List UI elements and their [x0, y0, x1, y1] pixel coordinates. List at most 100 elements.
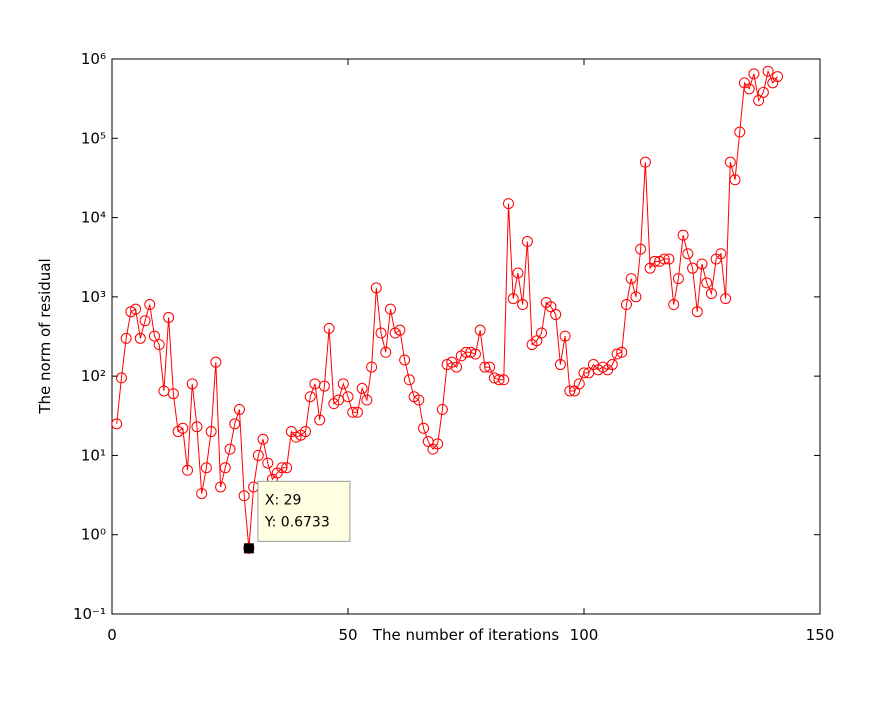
- data-point: [342, 391, 354, 403]
- data-point: [257, 433, 269, 445]
- data-point: [134, 332, 146, 344]
- y-tick-label: 10⁻¹: [73, 605, 106, 623]
- data-point: [115, 372, 127, 384]
- data-point: [276, 462, 288, 474]
- datatip-marker: [243, 543, 254, 554]
- data-point: [521, 235, 533, 247]
- data-point: [554, 359, 566, 371]
- data-point: [743, 83, 755, 95]
- data-point: [507, 293, 519, 305]
- data-point: [469, 348, 481, 360]
- data-point: [639, 156, 651, 168]
- data-point: [186, 378, 198, 390]
- data-point: [300, 426, 312, 438]
- data-point: [418, 422, 430, 434]
- data-point: [233, 403, 245, 415]
- data-point: [333, 394, 345, 406]
- data-point: [715, 248, 727, 260]
- data-point: [536, 327, 548, 339]
- data-point: [517, 299, 529, 311]
- data-point: [375, 327, 387, 339]
- datatip-box: [257, 480, 351, 542]
- data-point: [347, 406, 359, 418]
- data-point: [512, 267, 524, 279]
- data-point: [772, 71, 784, 83]
- data-point: [139, 315, 151, 327]
- data-point: [432, 438, 444, 450]
- data-point: [701, 277, 713, 289]
- data-point: [696, 258, 708, 270]
- data-point: [224, 443, 236, 455]
- datatip-x: X: 29: [265, 492, 302, 508]
- data-point: [318, 380, 330, 392]
- y-tick-label: 10³: [81, 288, 106, 306]
- data-point: [729, 174, 741, 186]
- data-point: [215, 481, 227, 493]
- data-point: [498, 374, 510, 386]
- y-tick-label: 10⁰: [81, 526, 106, 544]
- data-point: [163, 311, 175, 323]
- data-point: [663, 253, 675, 265]
- data-point: [658, 253, 670, 265]
- data-point: [238, 490, 250, 502]
- data-point: [625, 273, 637, 285]
- data-point: [399, 354, 411, 366]
- data-point: [111, 418, 123, 430]
- data-point: [474, 324, 486, 336]
- data-point: [753, 94, 765, 106]
- data-point: [720, 293, 732, 305]
- data-point: [559, 330, 571, 342]
- data-point: [748, 68, 760, 80]
- data-point: [635, 243, 647, 255]
- data-point: [616, 346, 628, 358]
- data-point: [252, 449, 264, 461]
- y-tick-label: 10⁶: [81, 50, 106, 68]
- data-point: [691, 306, 703, 318]
- data-point: [762, 65, 774, 77]
- data-point: [130, 303, 142, 315]
- data-point: [493, 374, 505, 386]
- data-point: [177, 422, 189, 434]
- data-point: [394, 324, 406, 336]
- data-point: [677, 229, 689, 241]
- y-tick-label: 10¹: [81, 446, 106, 464]
- data-point: [191, 421, 203, 433]
- y-axis-label: The norm of residual: [36, 258, 54, 414]
- data-point: [682, 248, 694, 260]
- data-point: [672, 273, 684, 285]
- data-point: [465, 346, 477, 358]
- data-point: [304, 391, 316, 403]
- data-point: [290, 431, 302, 443]
- data-point: [724, 156, 736, 168]
- data-point: [370, 282, 382, 294]
- data-point: [578, 367, 590, 379]
- data-point: [366, 361, 378, 373]
- data-point: [167, 388, 179, 400]
- data-point: [337, 378, 349, 390]
- y-tick-label: 10²: [81, 367, 106, 385]
- data-point: [550, 308, 562, 320]
- data-point: [413, 394, 425, 406]
- y-tick-label: 10⁴: [81, 209, 106, 227]
- data-point: [361, 394, 373, 406]
- data-point: [210, 356, 222, 368]
- data-point: [200, 462, 212, 474]
- data-point: [687, 262, 699, 274]
- data-point: [384, 303, 396, 315]
- data-point: [630, 291, 642, 303]
- data-point: [484, 361, 496, 373]
- data-point: [182, 464, 194, 476]
- data-point: [196, 488, 208, 500]
- x-tick-label: 150: [806, 626, 835, 644]
- data-point: [705, 288, 717, 300]
- x-tick-label: 0: [107, 626, 117, 644]
- data-point: [314, 414, 326, 426]
- data-point: [611, 348, 623, 360]
- data-point: [436, 403, 448, 415]
- data-point: [734, 126, 746, 138]
- data-point: [606, 359, 618, 371]
- data-point: [120, 332, 132, 344]
- data-point: [380, 346, 392, 358]
